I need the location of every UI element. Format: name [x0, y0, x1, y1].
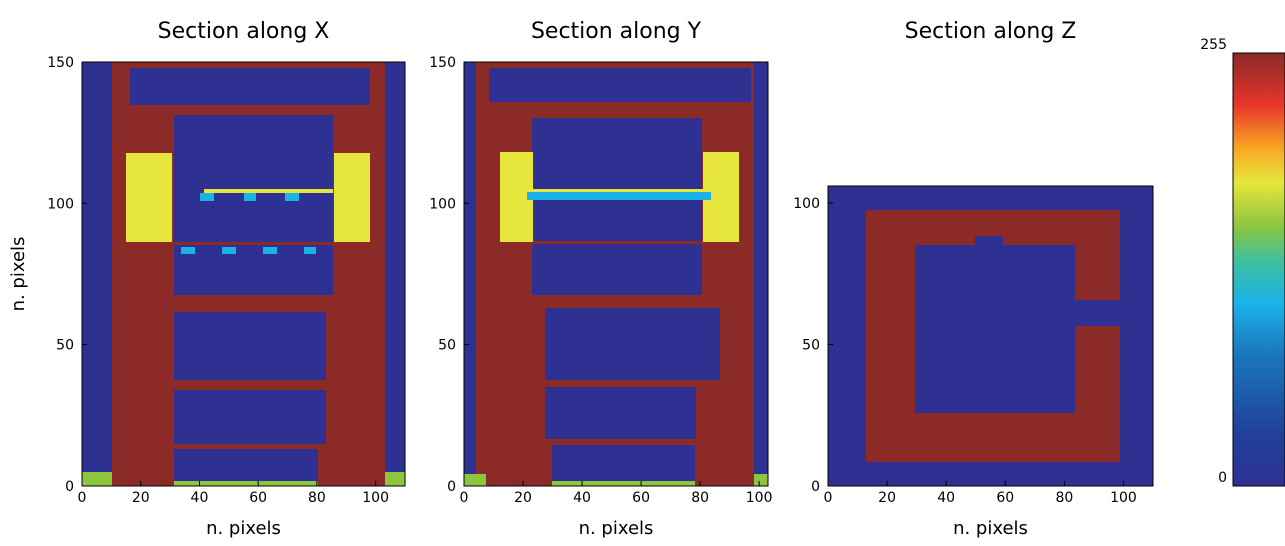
x-tick-label: 100 — [362, 490, 389, 506]
y-tick-label: 100 — [429, 196, 456, 212]
x-axis-label: n. pixels — [579, 518, 654, 539]
y-tick-label: 0 — [65, 479, 74, 495]
colorbar-tick-label: 255 — [1200, 37, 1227, 53]
image-z — [828, 186, 1153, 486]
x-tick-label: 80 — [691, 490, 709, 506]
x-tick-label: 60 — [996, 490, 1014, 506]
colorbar-tick-label: 0 — [1218, 470, 1227, 486]
x-tick-label: 0 — [78, 490, 87, 506]
y-tick-label: 50 — [438, 338, 456, 354]
y-tick-label: 100 — [793, 196, 820, 212]
x-tick-label: 80 — [308, 490, 326, 506]
y-tick-label: 100 — [47, 196, 74, 212]
x-tick-label: 20 — [132, 490, 150, 506]
image-x — [82, 62, 405, 486]
x-axis-label: n. pixels — [953, 518, 1028, 539]
figure: 0 20 40 60 80 100 0 50 100 150 Section along X n. p… — [0, 0, 1285, 542]
panel-title: Section along Z — [905, 19, 1077, 44]
colorbar — [1233, 53, 1285, 486]
x-tick-label: 40 — [573, 490, 591, 506]
x-tick-label: 80 — [1055, 490, 1073, 506]
x-tick-label: 100 — [1110, 490, 1137, 506]
y-tick-label: 150 — [47, 55, 74, 71]
image-y — [464, 62, 768, 486]
x-tick-label: 40 — [937, 490, 955, 506]
x-tick-label: 100 — [746, 490, 773, 506]
y-tick-label: 50 — [56, 338, 74, 354]
panel-title: Section along Y — [531, 19, 702, 44]
y-tick-label: 150 — [429, 55, 456, 71]
y-axis-label: n. pixels — [8, 237, 29, 312]
x-axis-label: n. pixels — [206, 518, 281, 539]
x-tick-label: 60 — [249, 490, 267, 506]
y-tick-label: 0 — [811, 479, 820, 495]
y-tick-label: 0 — [447, 479, 456, 495]
x-tick-label: 40 — [191, 490, 209, 506]
y-tick-label: 50 — [802, 337, 820, 353]
panel-title: Section along X — [158, 19, 330, 44]
x-tick-label: 0 — [824, 490, 833, 506]
x-tick-label: 20 — [514, 490, 532, 506]
x-tick-label: 0 — [460, 490, 469, 506]
x-tick-label: 20 — [878, 490, 896, 506]
x-tick-label: 60 — [632, 490, 650, 506]
